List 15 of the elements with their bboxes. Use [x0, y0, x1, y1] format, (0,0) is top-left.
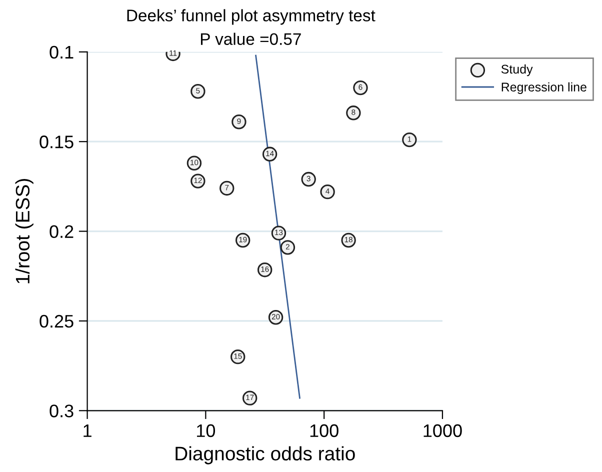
y-tick-label: 0.15: [40, 136, 74, 148]
chart-subtitle: P value =0.57: [200, 32, 301, 46]
x-axis-title: Diagnostic odds ratio: [176, 446, 355, 464]
x-tick-label: 10: [197, 424, 216, 438]
legend-label: Study: [501, 64, 533, 76]
legend-label: Regression line: [502, 82, 586, 94]
chart-title: Deeks’ funnel plot asymmetry test: [127, 9, 376, 25]
x-tick-label: 100: [310, 424, 338, 438]
x-tick-label: 1: [84, 424, 92, 437]
x-tick-label: 1000: [424, 424, 462, 438]
y-axis-title: 1/root (ESS): [15, 178, 34, 284]
y-tick-label: 0.1: [50, 46, 74, 59]
y-tick-label: 0.3: [50, 404, 74, 418]
y-tick-label: 0.2: [50, 225, 74, 238]
y-tick-label: 0.25: [40, 314, 74, 328]
